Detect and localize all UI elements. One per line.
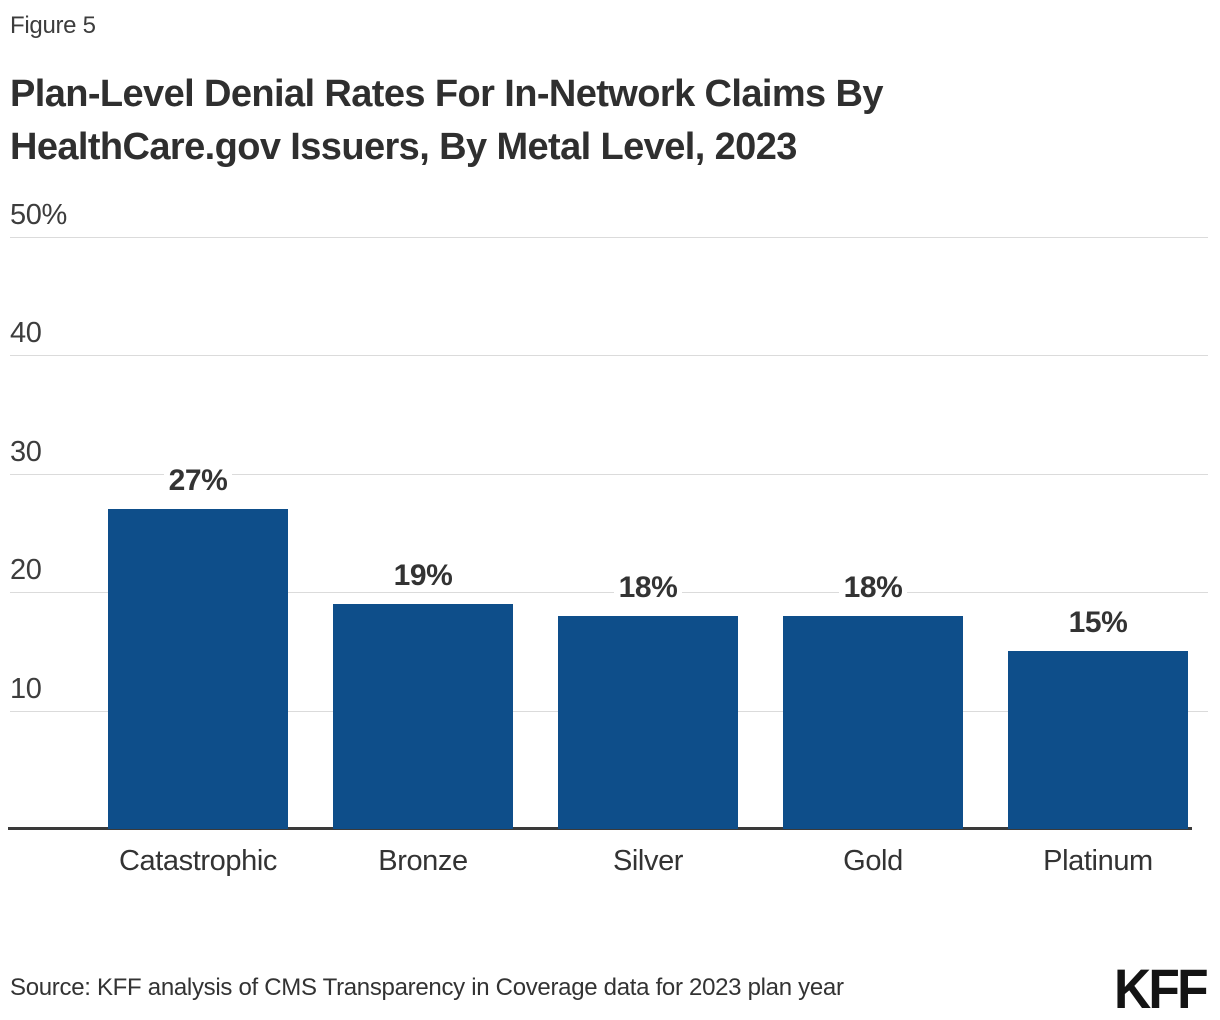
- chart-title-line-1: Plan-Level Denial Rates For In-Network C…: [10, 73, 884, 115]
- bar-value-label-bronze: 19%: [311, 559, 535, 593]
- figure-label: Figure 5: [10, 12, 96, 39]
- gridline-40: [10, 355, 1208, 356]
- x-category-label-catastrophic: Catastrophic: [119, 845, 277, 877]
- y-tick-label-10: 10: [10, 673, 42, 705]
- x-category-label-gold: Gold: [843, 845, 903, 877]
- y-tick-label-50: 50%: [10, 199, 67, 231]
- bar-gold: [783, 616, 963, 829]
- y-tick-label-20: 20: [10, 554, 42, 586]
- bar-silver: [558, 616, 738, 829]
- bar-catastrophic: [108, 509, 288, 829]
- source-note: Source: KFF analysis of CMS Transparency…: [10, 974, 844, 1001]
- bar-value-text-silver: 18%: [613, 571, 683, 604]
- bar-value-text-gold: 18%: [838, 571, 908, 604]
- bar-value-label-silver: 18%: [536, 571, 760, 605]
- bar-value-label-gold: 18%: [761, 571, 985, 605]
- bar-value-text-catastrophic: 27%: [163, 464, 233, 497]
- x-category-label-silver: Silver: [612, 845, 684, 877]
- chart-title-line-2: HealthCare.gov Issuers, By Metal Level, …: [10, 126, 797, 168]
- y-tick-label-30: 30: [10, 436, 42, 468]
- gridline-30: [10, 474, 1208, 475]
- gridline-50: [10, 237, 1208, 238]
- bar-value-label-platinum: 15%: [986, 606, 1210, 640]
- bar-bronze: [333, 604, 513, 829]
- bar-value-label-catastrophic: 27%: [86, 464, 310, 498]
- chart-title: Plan-Level Denial Rates For In-Network C…: [10, 68, 1210, 174]
- bar-value-text-bronze: 19%: [388, 559, 458, 592]
- x-category-label-platinum: Platinum: [1043, 845, 1153, 877]
- gridline-20: [10, 592, 1208, 593]
- x-category-label-bronze: Bronze: [378, 845, 468, 877]
- kff-logo: KFF: [1114, 957, 1209, 1020]
- bar-platinum: [1008, 651, 1188, 829]
- y-tick-label-40: 40: [10, 317, 42, 349]
- bar-value-text-platinum: 15%: [1063, 606, 1133, 639]
